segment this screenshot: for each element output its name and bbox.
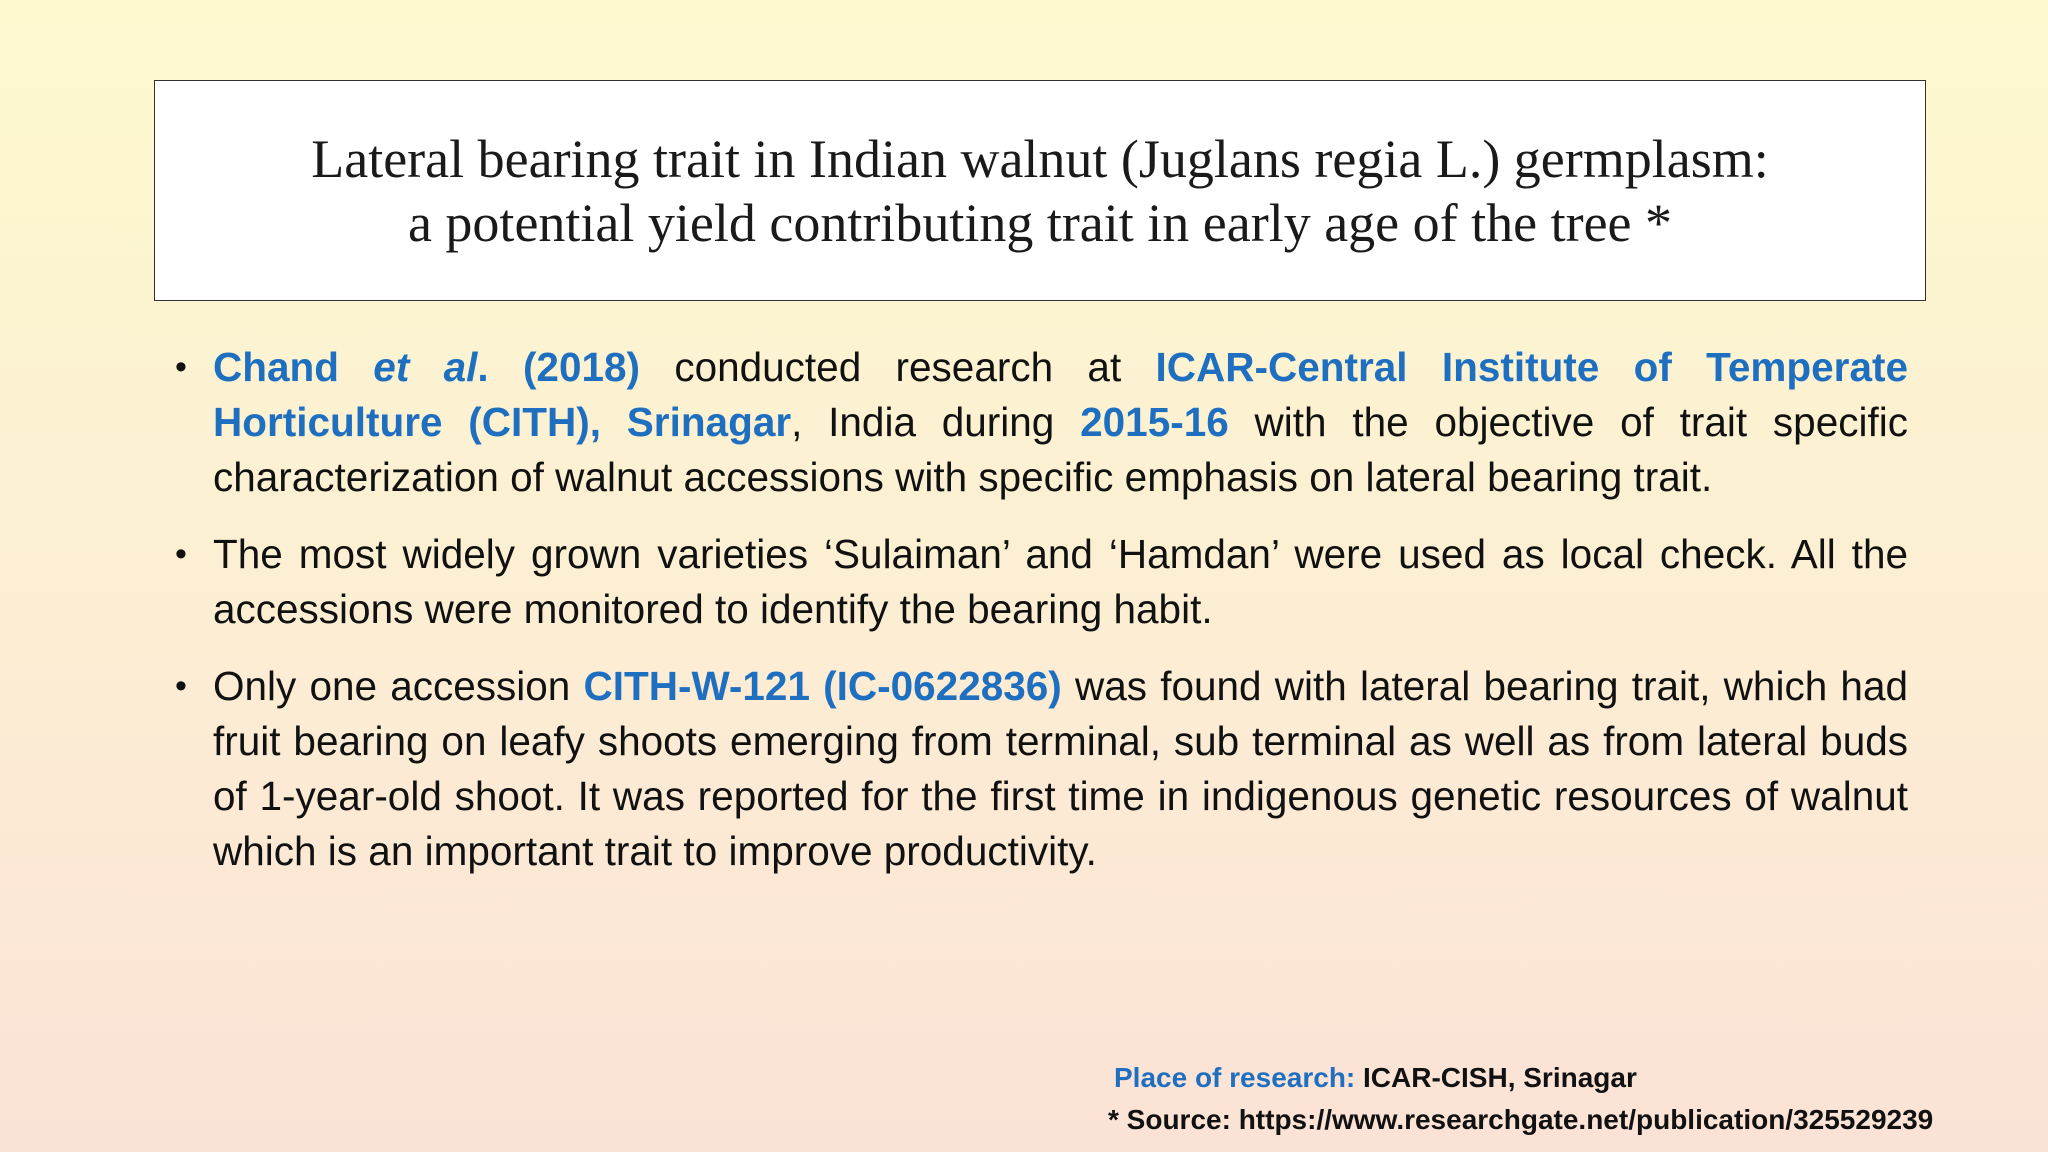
bullet-item: • Only one accession CITH-W-121 (IC-06228… — [175, 659, 1908, 879]
place-label: Place of research: — [1114, 1062, 1356, 1093]
bullet-text-segment: Only one accession — [213, 663, 584, 709]
bullet-item: • The most widely grown varieties ‘Sulaim… — [175, 527, 1908, 637]
bullet-text-segment: The most widely grown varieties ‘Sulaima… — [213, 531, 1908, 632]
source-citation: * Source: https://www.researchgate.net/p… — [1108, 1104, 1934, 1135]
bullet-text-segment: with the objective of trait specific cha… — [213, 399, 1908, 500]
bullet-item: • Chand et al. (2018) conducted research … — [175, 340, 1908, 505]
place-of-research: Place of research: ICAR-CISH, Srinagar — [1114, 1062, 1637, 1094]
slide-title-line-1: Lateral bearing trait in Indian walnut (… — [311, 128, 1769, 189]
bullet-list: • Chand et al. (2018) conducted research … — [175, 340, 1908, 901]
bullet-text-segment: . (2018) — [477, 344, 641, 390]
bullet-text-segment: et al — [373, 344, 478, 390]
bullet-text-segment: ICAR-Central Institute of Temperate Hort… — [213, 344, 1908, 445]
bullet-text-segment: conducted research at — [640, 344, 1156, 390]
title-box: Lateral bearing trait in Indian walnut (… — [154, 80, 1926, 301]
place-value: ICAR-CISH, Srinagar — [1355, 1062, 1637, 1093]
bullet-text-segment: Chand — [213, 344, 374, 390]
bullet-text-segment: , India during — [791, 399, 1081, 445]
bullet-icon: • — [175, 667, 187, 705]
bullet-icon: • — [175, 535, 187, 573]
bullet-icon: • — [175, 348, 187, 386]
slide-title-line-2: a potential yield contributing trait in … — [407, 192, 1673, 253]
bullet-text-segment: was found with lateral bearing trait, wh… — [213, 663, 1908, 874]
bullet-text-segment: CITH-W-121 (IC-0622836) — [583, 663, 1062, 709]
bullet-text-segment: 2015-16 — [1080, 399, 1229, 445]
